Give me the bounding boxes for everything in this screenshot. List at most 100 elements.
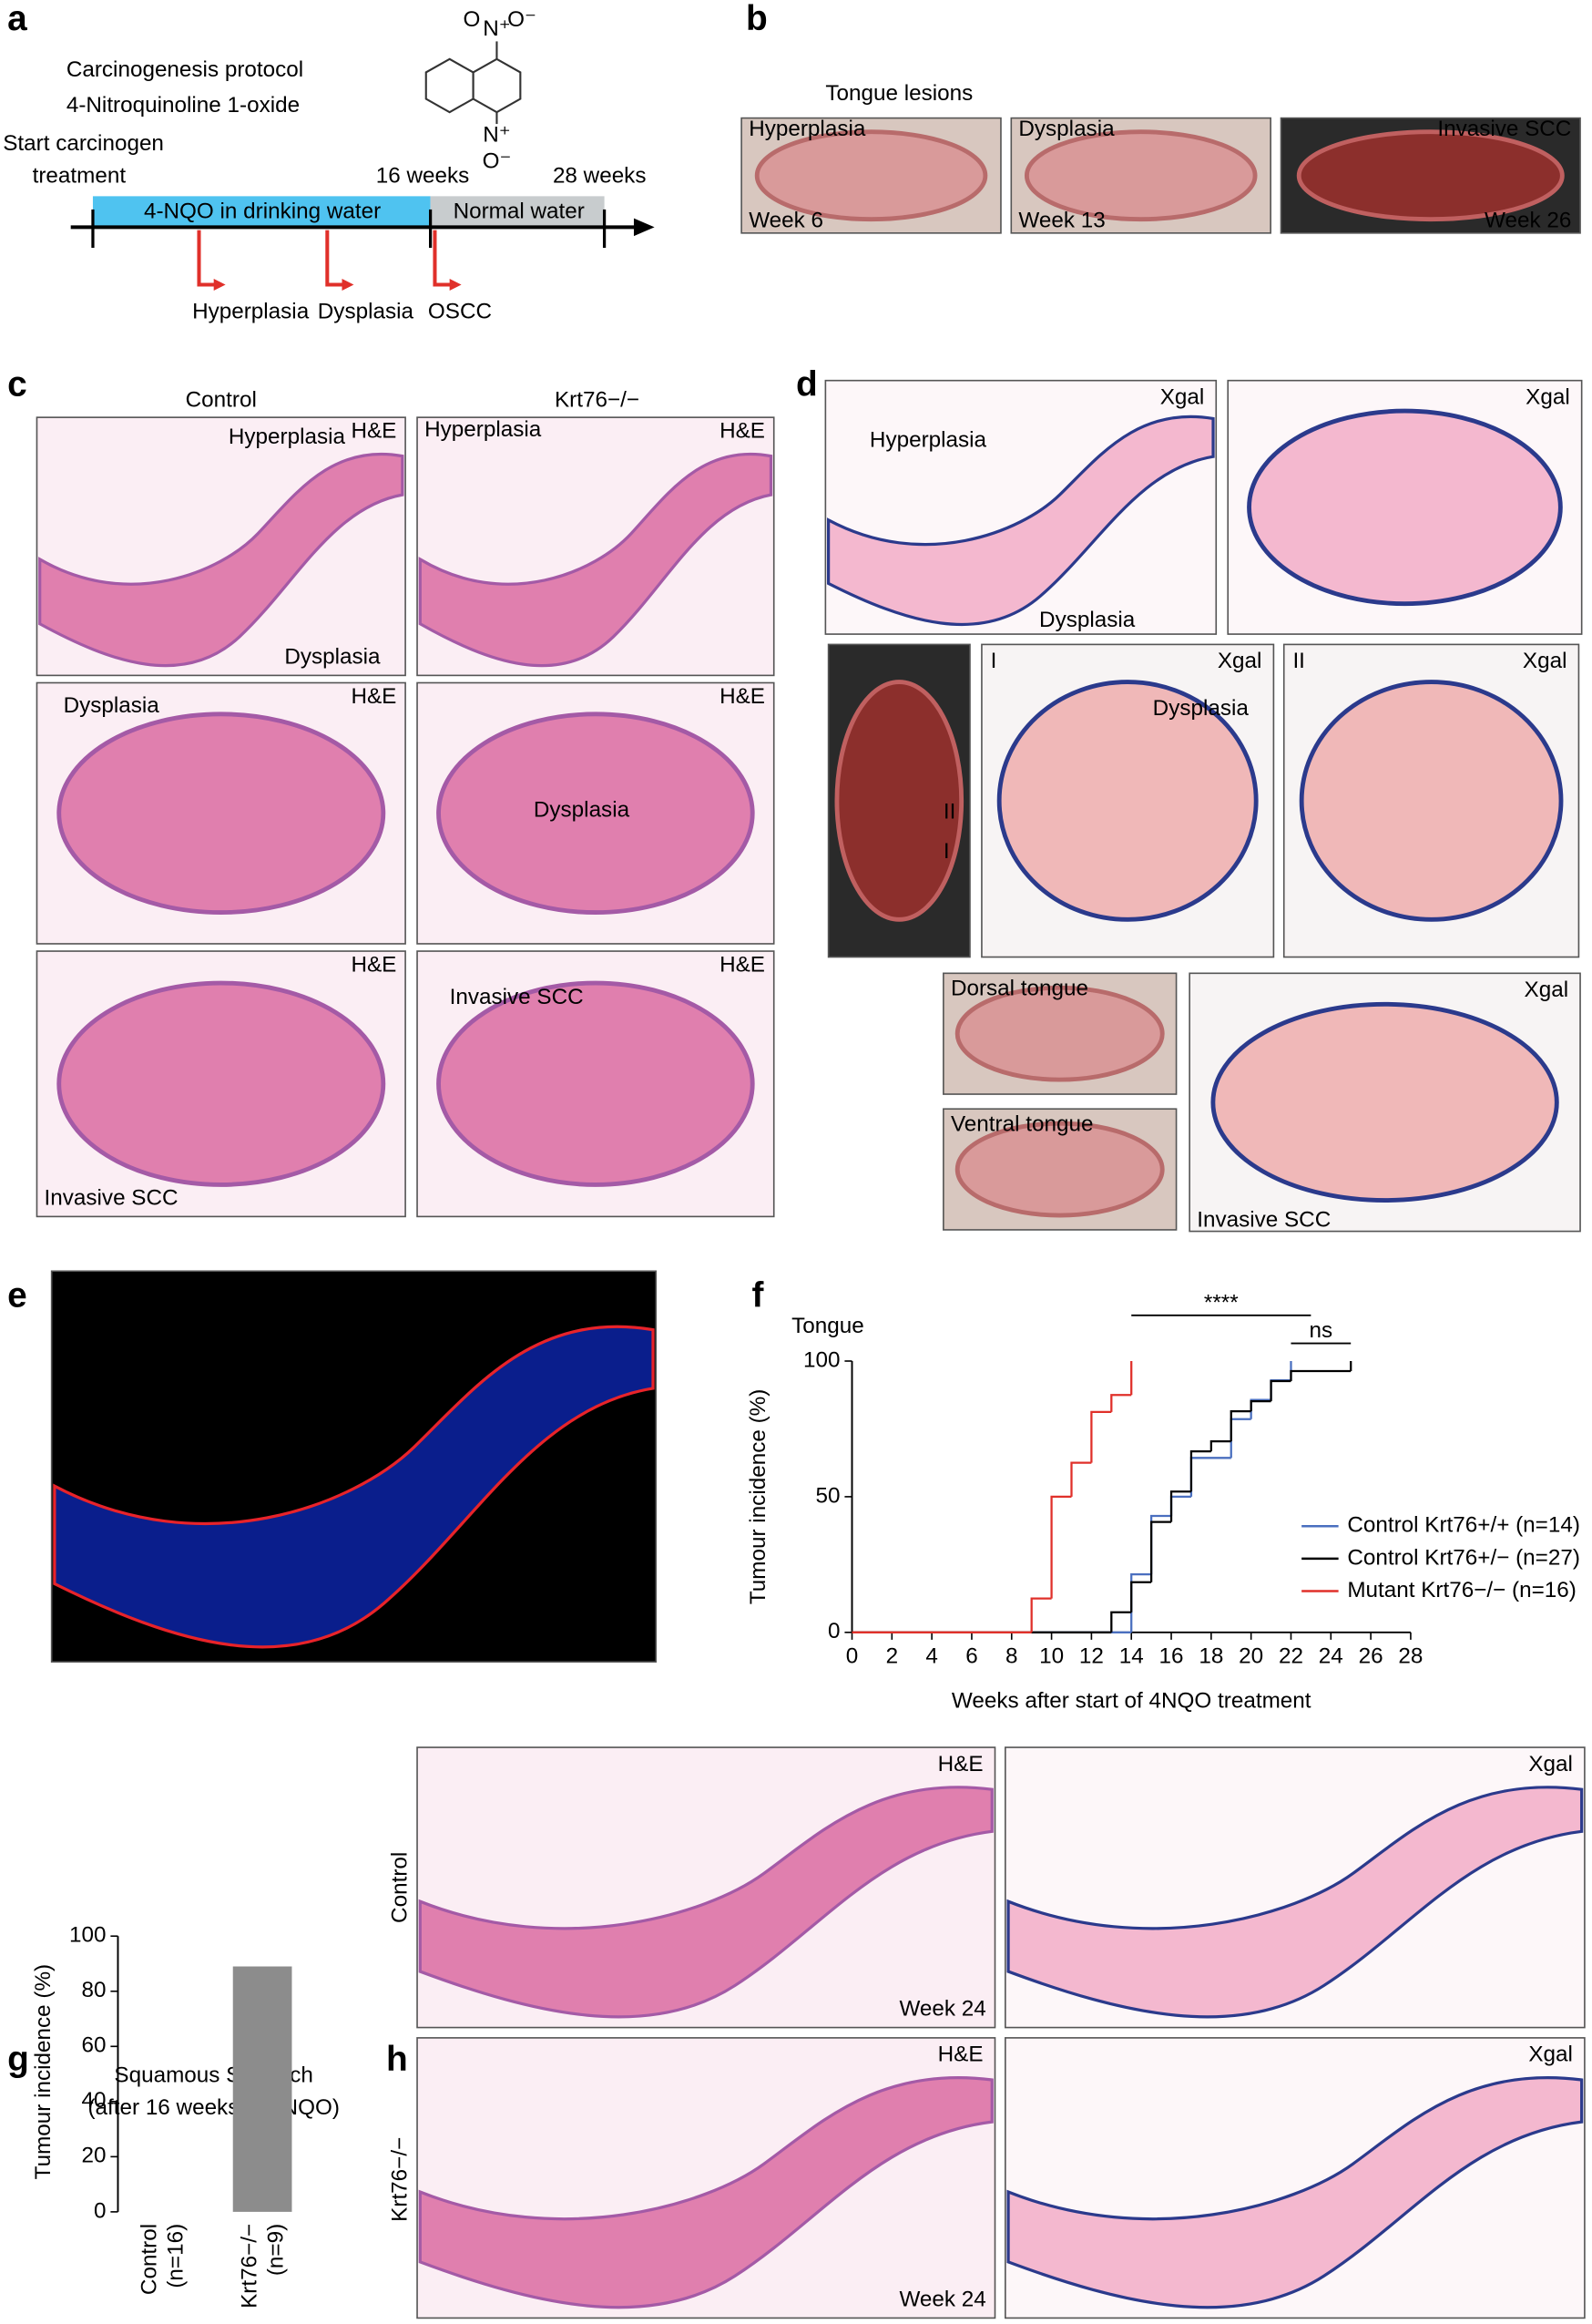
label: Invasive SCC — [450, 985, 584, 1009]
tissue — [834, 680, 964, 922]
step-segment — [1270, 1379, 1291, 1400]
label: Dysplasia — [1018, 117, 1115, 141]
label: II — [1292, 649, 1304, 673]
chart-subtitle: (after 16 weeks of 4NQO) — [87, 2095, 339, 2120]
tissue — [1024, 129, 1258, 222]
step-segment — [1050, 1495, 1072, 1599]
step-segment — [1149, 1520, 1172, 1582]
x-tick-label: 12 — [1079, 1644, 1104, 1669]
annotation: ns — [1310, 1318, 1333, 1343]
x-tick-label: 22 — [1279, 1644, 1303, 1669]
timeline — [70, 196, 655, 291]
x-tick-label: 0 — [846, 1644, 858, 1669]
y-tick-label: 100 — [69, 1923, 107, 1948]
label: Krt76−/− — [555, 388, 639, 413]
label: H&E — [719, 419, 765, 444]
label: Dysplasia — [318, 300, 414, 324]
x-tick-label: Control — [137, 2224, 161, 2295]
panel-label: f — [751, 1276, 763, 1316]
label: Week 13 — [1018, 208, 1105, 232]
panel-label: g — [7, 2040, 29, 2079]
step-segment — [1169, 1490, 1191, 1522]
label: Invasive SCC — [1437, 117, 1571, 141]
x-tick-label: 24 — [1319, 1644, 1343, 1669]
tissue — [954, 1121, 1165, 1218]
step-segment — [1130, 1581, 1152, 1612]
label: H&E — [719, 684, 765, 709]
x-tick-label: Krt76−/− — [238, 2224, 262, 2309]
label: I — [944, 839, 950, 864]
legend-entry: Control Krt76+/− (n=27) — [1347, 1545, 1580, 1570]
label: Ventral tongue — [951, 1111, 1094, 1136]
atom-label: N⁺ — [483, 16, 510, 41]
step-segment — [1149, 1514, 1172, 1575]
x-tick-label: 6 — [965, 1644, 978, 1669]
y-tick-label: 100 — [803, 1347, 841, 1372]
label: Normal water — [454, 200, 585, 224]
y-tick-label: 20 — [82, 2144, 107, 2168]
tissue — [56, 980, 386, 1187]
step-segment — [1290, 1369, 1352, 1382]
y-axis-label: Tumour incidence (%) — [746, 1389, 770, 1604]
x-tick-label: 2 — [886, 1644, 899, 1669]
panel-label: c — [7, 364, 27, 404]
x-axis-label: Weeks after start of 4NQO treatment — [952, 1688, 1311, 1713]
label: Xgal — [1523, 649, 1567, 673]
label: 28 weeks — [553, 164, 647, 189]
y-tick-label: 50 — [816, 1483, 841, 1508]
y-tick-label: 0 — [94, 2198, 107, 2223]
atom-label: O⁻ — [507, 7, 536, 32]
tissue — [1299, 680, 1564, 922]
tissue — [1006, 1786, 1584, 2019]
x-tick-note: (n=9) — [264, 2224, 289, 2276]
panel-label: a — [7, 0, 27, 38]
step-segment — [1209, 1440, 1231, 1452]
label: Hyperplasia — [229, 425, 346, 449]
x-tick-label: 18 — [1199, 1644, 1223, 1669]
label: Week 24 — [899, 2287, 985, 2311]
label: Dorsal tongue — [951, 977, 1088, 1001]
label: Week 6 — [749, 208, 823, 232]
label: H&E — [351, 684, 396, 709]
tissue — [436, 712, 755, 916]
label: H&E — [719, 953, 765, 978]
x-tick-label: 4 — [925, 1644, 938, 1669]
label: Xgal — [1528, 2042, 1573, 2067]
label: Start carcinogen — [3, 131, 164, 156]
label: Carcinogenesis protocol — [66, 57, 303, 82]
label: Xgal — [1525, 978, 1569, 1002]
step-segment — [1030, 1597, 1052, 1633]
tissue — [56, 712, 386, 916]
annotation: **** — [1204, 1290, 1239, 1315]
step-segment — [1270, 1379, 1291, 1402]
step-segment — [1169, 1495, 1191, 1517]
y-tick-label: 80 — [82, 1978, 107, 2002]
molecule — [424, 41, 522, 125]
legend-entry: Control Krt76+/+ (n=14) — [1347, 1513, 1580, 1538]
tissue — [754, 129, 988, 222]
panel-label: b — [746, 0, 768, 38]
label: Xgal — [1218, 649, 1262, 673]
label: Hyperplasia — [870, 427, 987, 452]
tissue — [38, 452, 404, 668]
label: H&E — [938, 1752, 984, 1776]
panel-label: d — [796, 364, 818, 404]
tissue — [996, 680, 1259, 922]
label: Krt76−/− — [388, 2137, 413, 2222]
label: Hyperplasia — [192, 300, 310, 324]
label: Tongue lesions — [825, 81, 973, 106]
label: OSCC — [428, 300, 492, 324]
atom-label: N⁺ — [483, 122, 510, 147]
tissue — [1247, 408, 1563, 607]
step-segment — [1110, 1611, 1132, 1633]
label: Dysplasia — [1153, 696, 1250, 721]
tissue — [954, 985, 1165, 1082]
label: Dysplasia — [284, 644, 381, 669]
step-segment — [1250, 1398, 1271, 1419]
x-tick-note: (n=16) — [164, 2224, 189, 2288]
atom-label: O⁻ — [483, 149, 512, 174]
label: Dysplasia — [1039, 608, 1136, 632]
bar — [232, 1966, 292, 2212]
tissue — [418, 452, 773, 668]
